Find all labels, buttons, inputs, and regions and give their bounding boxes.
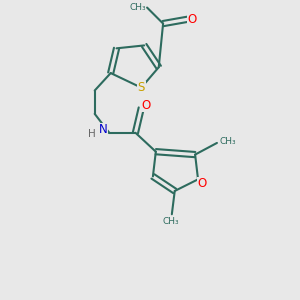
- Text: CH₃: CH₃: [129, 3, 146, 12]
- Text: N: N: [98, 123, 107, 136]
- Text: H: H: [88, 129, 96, 139]
- Text: O: O: [141, 99, 150, 112]
- Text: CH₃: CH₃: [162, 217, 179, 226]
- Text: S: S: [138, 81, 145, 94]
- Text: CH₃: CH₃: [220, 137, 236, 146]
- Text: O: O: [198, 177, 207, 190]
- Text: O: O: [188, 13, 197, 26]
